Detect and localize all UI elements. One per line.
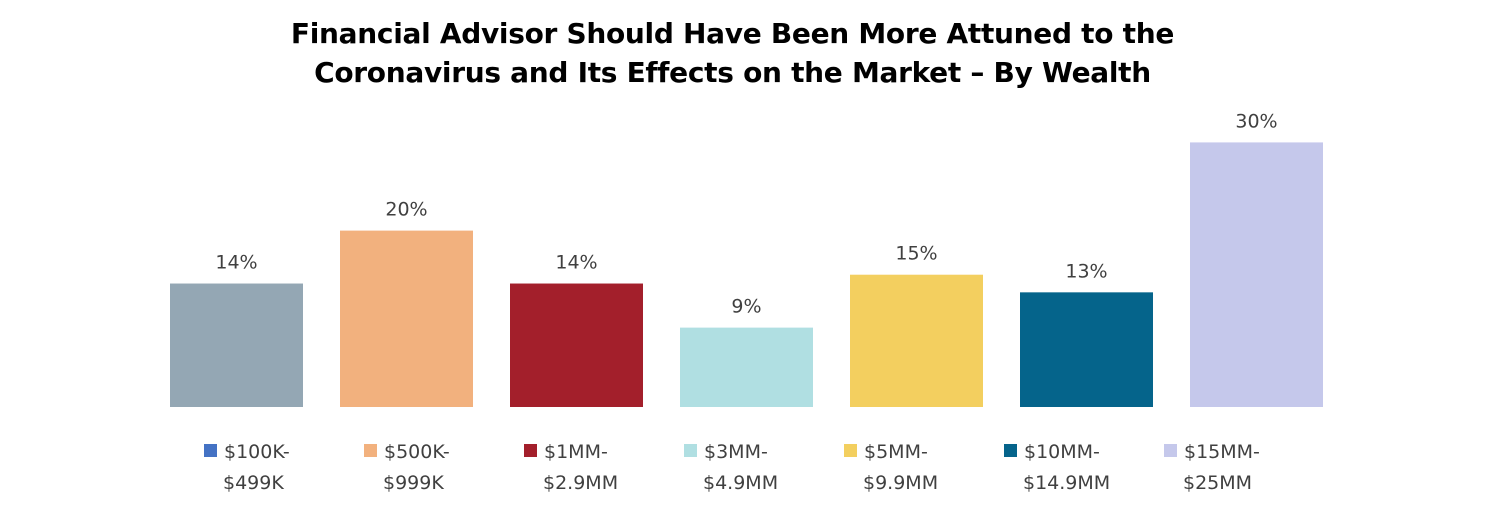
legend-item-5: $5MM-$9.9MM <box>844 441 938 494</box>
legend-item-4: $3MM-$4.9MM <box>684 441 778 494</box>
legend-label-5: $5MM-$9.9MM <box>863 441 938 494</box>
legend-label-2: $500K-$999K <box>383 441 450 494</box>
data-label-3: 14% <box>555 252 597 274</box>
legend-item-2: $500K-$999K <box>364 441 450 494</box>
legend-item-6: $10MM-$14.9MM <box>1004 441 1110 494</box>
bar-1 <box>170 283 303 407</box>
chart-title-line-1: Financial Advisor Should Have Been More … <box>290 17 1175 50</box>
bar-4 <box>680 327 813 407</box>
bar-2 <box>340 230 473 407</box>
legend-label-1: $100K-$499K <box>223 441 290 494</box>
bars-group <box>170 142 1323 407</box>
legend-label-3: $1MM-$2.9MM <box>543 441 618 494</box>
legend-swatch-4 <box>684 444 697 457</box>
chart-title-line-2: Coronavirus and Its Effects on the Marke… <box>314 56 1151 89</box>
bar-5 <box>850 274 983 407</box>
data-label-7: 30% <box>1235 110 1277 132</box>
legend-swatch-3 <box>524 444 537 457</box>
legend-label-6: $10MM-$14.9MM <box>1023 441 1110 494</box>
bar-7 <box>1190 142 1323 407</box>
legend-label-7: $15MM-$25MM <box>1183 441 1260 494</box>
legend-swatch-6 <box>1004 444 1017 457</box>
legend-item-3: $1MM-$2.9MM <box>524 441 618 494</box>
data-label-2: 20% <box>385 199 427 221</box>
data-label-6: 13% <box>1065 260 1107 282</box>
legend-swatch-1 <box>204 444 217 457</box>
legend-item-1: $100K-$499K <box>204 441 290 494</box>
data-label-1: 14% <box>215 252 257 274</box>
bar-6 <box>1020 292 1153 407</box>
legend: $100K-$499K $500K-$999K $1MM-$2.9MM $3MM-$4… <box>204 441 1260 494</box>
legend-label-4: $3MM-$4.9MM <box>703 441 778 494</box>
bar-3 <box>510 283 643 407</box>
legend-swatch-5 <box>844 444 857 457</box>
data-label-5: 15% <box>895 243 937 265</box>
data-labels-group: 14% 20% 14% 9% 15% 13% 30% <box>215 110 1277 317</box>
legend-item-7: $15MM-$25MM <box>1164 441 1260 494</box>
data-label-4: 9% <box>731 296 761 318</box>
legend-swatch-7 <box>1164 444 1177 457</box>
chart-title: Financial Advisor Should Have Been More … <box>0 14 1465 92</box>
legend-swatch-2 <box>364 444 377 457</box>
